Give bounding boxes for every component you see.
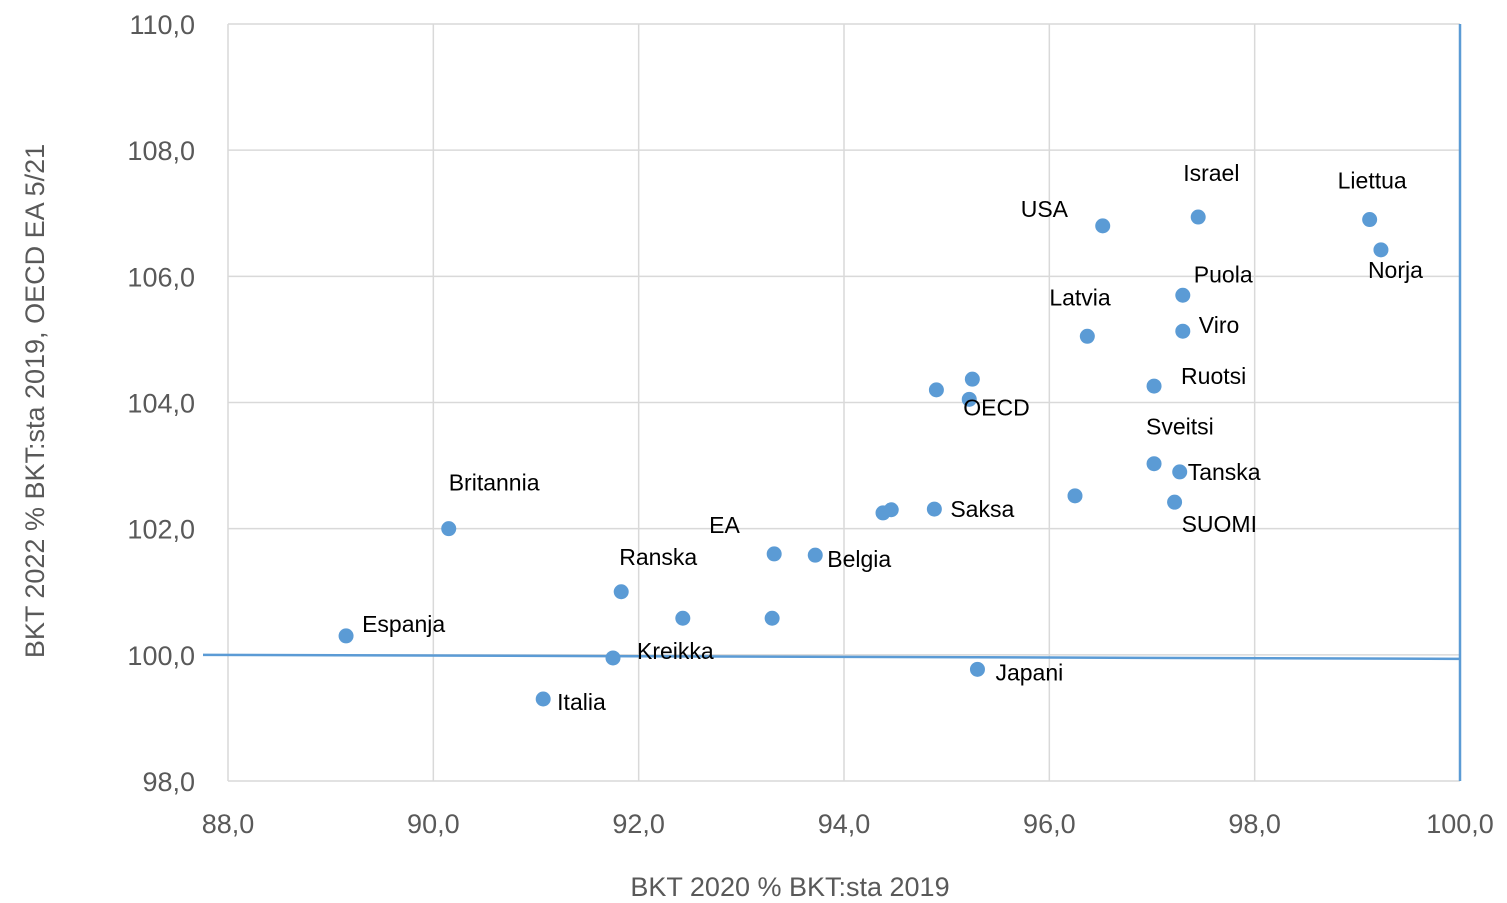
point-label: Norja [1368,257,1423,283]
point-label: Tanska [1188,459,1261,485]
data-points [338,209,1389,707]
point-label: Kreikka [637,638,714,664]
point-label: Belgia [827,546,891,572]
data-point [883,502,899,518]
y-tick-label: 102,0 [127,515,195,545]
data-point [605,650,621,666]
point-label: EA [709,512,740,538]
point-label: Ranska [619,544,697,570]
point-label: Israel [1183,160,1239,186]
data-point [1190,209,1206,225]
data-point [1067,488,1083,504]
point-label: Britannia [449,470,540,496]
point-labels: Espanja Britannia Italia Kreikka Ranska EA Bel… [362,160,1423,715]
point-label: OECD [963,394,1029,420]
x-tick-label: 96,0 [1023,809,1076,839]
point-label: Latvia [1049,284,1111,310]
x-tick-label: 94,0 [818,809,871,839]
y-tick-label: 98,0 [142,767,195,797]
x-tick-label: 92,0 [612,809,665,839]
data-point [1146,456,1162,472]
y-tick-label: 100,0 [127,641,195,671]
point-label: Liettua [1338,168,1407,194]
data-point [964,371,980,387]
data-point [1167,494,1183,510]
y-tick-label: 108,0 [127,136,195,166]
reference-lines [202,24,1462,781]
point-label: USA [1021,196,1069,222]
data-point [613,584,629,600]
data-point [535,691,551,707]
x-tick-label: 88,0 [202,809,255,839]
data-point [1373,242,1389,258]
y-tick-label: 106,0 [127,262,195,292]
grid-lines [227,23,1461,782]
data-point [1175,323,1191,339]
point-label: Ruotsi [1181,363,1246,389]
point-label: Japani [995,659,1063,685]
data-point [766,546,782,562]
data-point [961,391,977,407]
data-point [926,501,942,517]
data-point [807,547,823,563]
point-label: Saksa [950,496,1014,522]
data-point [928,382,944,398]
point-label: Espanja [362,611,445,637]
data-point [338,628,354,644]
data-point [1095,218,1111,234]
data-point [441,521,457,537]
point-label: SUOMI [1182,511,1257,537]
point-label: Viro [1199,312,1240,338]
axis-ticks: 88,0 90,0 92,0 94,0 96,0 98,0 100,0 98,0 100,0 10… [127,10,1493,839]
baseline-y-100 [202,653,1461,661]
data-point [764,610,780,626]
data-point [1146,378,1162,394]
data-point [675,610,691,626]
data-point [1175,287,1191,303]
point-label: Puola [1194,261,1253,287]
x-axis-title: BKT 2020 % BKT:sta 2019 [630,872,949,902]
data-point [1079,328,1095,344]
data-point [969,661,985,677]
data-point [1172,464,1188,480]
y-axis-title: BKT 2022 % BKT:sta 2019, OECD EA 5/21 [20,144,50,658]
point-label: Italia [557,689,606,715]
y-tick-label: 110,0 [129,10,195,40]
x-tick-label: 100,0 [1426,809,1494,839]
data-point [1362,212,1378,228]
x-tick-label: 90,0 [407,809,460,839]
x-tick-label: 98,0 [1228,809,1281,839]
y-tick-label: 104,0 [127,389,195,419]
point-label: Sveitsi [1146,414,1214,440]
